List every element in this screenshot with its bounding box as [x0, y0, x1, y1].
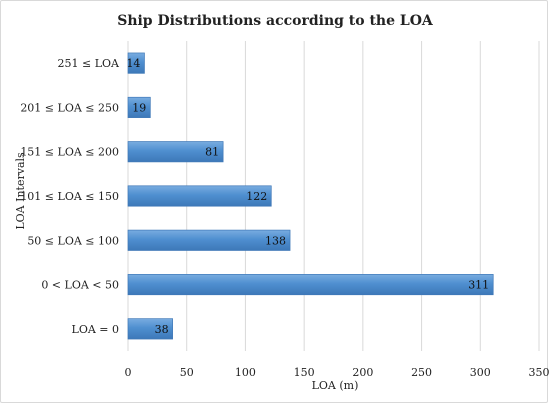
bar-value-label: 19 [132, 101, 146, 114]
y-tick-label: 50 ≤ LOA ≤ 100 [27, 234, 119, 247]
chart-title: Ship Distributions according to the LOA [117, 13, 434, 29]
x-tick-label: 300 [470, 366, 491, 379]
bars-layer [127, 52, 494, 340]
y-tick-label: 251 ≤ LOA [58, 57, 121, 70]
bar [127, 318, 173, 340]
bar [127, 52, 145, 74]
y-tick-label: 151 ≤ LOA ≤ 200 [20, 146, 119, 159]
y-axis-label: LOA Intervals [14, 152, 27, 230]
x-tick-label: 350 [529, 366, 550, 379]
x-tick-label: 0 [125, 366, 132, 379]
bar-value-label: 138 [265, 234, 286, 247]
bar-value-label: 38 [155, 323, 169, 336]
ticks-layer: 0 50 100 150 200 250 300 350 [125, 366, 550, 379]
bar [127, 141, 224, 163]
bar-value-label: 122 [246, 190, 267, 203]
bar [127, 274, 494, 296]
bar-value-label: 311 [468, 279, 489, 292]
x-tick-label: 200 [352, 366, 373, 379]
bar-value-label: 81 [205, 146, 219, 159]
bar [127, 229, 291, 251]
bar [127, 96, 151, 118]
x-axis-label: LOA (m) [312, 379, 359, 392]
y-tick-label: 0 < LOA < 50 [41, 279, 119, 292]
x-tick-label: 50 [180, 366, 194, 379]
x-tick-label: 150 [294, 366, 315, 379]
labels-layer: 251 ≤ LOA 14 201 ≤ LOA ≤ 250 19 151 ≤ LOA ≤ … [20, 57, 489, 336]
x-tick-label: 250 [411, 366, 432, 379]
y-tick-label: 201 ≤ LOA ≤ 250 [20, 101, 119, 114]
bar-value-label: 14 [126, 57, 140, 70]
y-tick-label: LOA = 0 [72, 323, 119, 336]
bar [127, 185, 272, 207]
y-tick-label: 101 ≤ LOA ≤ 150 [20, 190, 119, 203]
x-tick-label: 100 [235, 366, 256, 379]
